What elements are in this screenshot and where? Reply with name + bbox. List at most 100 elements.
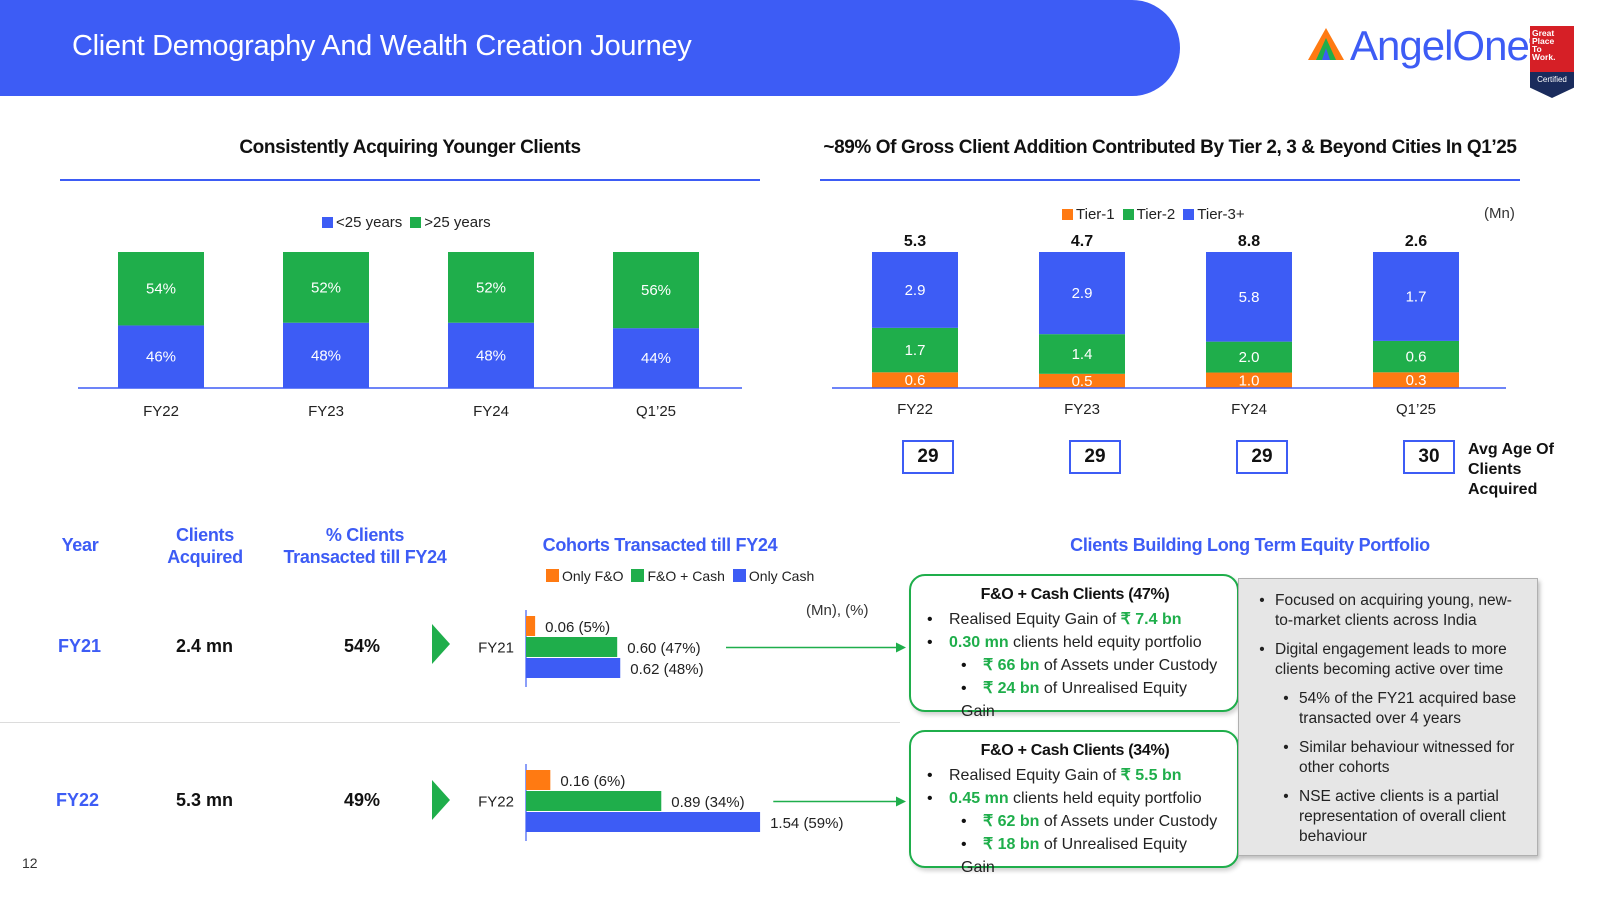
card-title: F&O + Cash Clients (47%)	[980, 586, 1170, 603]
avg-age-fy24: 29	[1236, 440, 1288, 474]
bar-label-fy22-tier-3: 2.9	[905, 282, 926, 299]
bar-label-fy22-25-years: 54%	[146, 281, 176, 298]
table-header-pct: % Clients Transacted till FY24	[283, 525, 447, 567]
bar-label-fy24-tier-1: 1.0	[1239, 372, 1260, 389]
bar-label-fy22-only-f-o: 0.16 (6%)	[560, 773, 625, 790]
bar-label-fy24-25-years: 48%	[476, 347, 506, 364]
bar-fy23-25-years	[283, 322, 369, 388]
bar-label-q1-25-tier-3: 1.7	[1406, 288, 1427, 305]
cohort-chart-legend: Only F&O F&O + Cash Only Cash	[546, 568, 814, 584]
bar-q1-25-tier-2	[1373, 340, 1459, 373]
page-number: 12	[22, 855, 38, 871]
row-fy22-arrow-icon	[432, 780, 450, 820]
cohort-chart-unit: (Mn), (%)	[806, 602, 869, 619]
bar-q1-25-25-years	[613, 328, 699, 388]
bar-label-fy22-tier-1: 0.6	[905, 372, 926, 389]
bar-label-fy21-f-o-cash: 0.60 (47%)	[627, 640, 700, 657]
right-title-rule	[820, 179, 1520, 181]
card-item-unrealised: ₹ 24 bn of Unrealised Equity Gain	[927, 677, 1223, 723]
note-subitem: • NSE active clients is a partial represe…	[1283, 788, 1506, 845]
avg-age-fy23: 29	[1069, 440, 1121, 474]
x-tick-q1-25: Q1’25	[636, 403, 676, 420]
bar-label-fy22-25-years: 46%	[146, 349, 176, 366]
bar-fy22-f-o-cash	[526, 791, 662, 811]
bar-label-q1-25-tier-1: 0.3	[1406, 372, 1427, 389]
row-divider	[0, 722, 900, 723]
angelone-logo-icon	[1308, 28, 1344, 60]
x-tick-q1-25: Q1’25	[1396, 401, 1436, 418]
bar-fy23-25-years	[283, 252, 369, 323]
y-tick-fy21: FY21	[478, 640, 514, 657]
card-title: F&O + Cash Clients (34%)	[980, 742, 1170, 759]
right-chart-title: ~89% Of Gross Client Addition Contribute…	[823, 137, 1517, 158]
bar-q1-25-tier-3	[1373, 252, 1459, 341]
row-fy22-year: FY22	[56, 790, 100, 810]
bar-fy22-only-cash	[526, 812, 761, 832]
bar-fy24-tier-3	[1206, 252, 1292, 342]
bar-fy22-25-years	[118, 252, 204, 326]
x-tick-fy22: FY22	[143, 403, 179, 420]
bar-fy24-25-years	[448, 322, 534, 388]
bar-label-fy24-tier-2: 2.0	[1239, 349, 1260, 366]
great-place-to-work-badge: Great Place To Work. Certified	[1530, 26, 1574, 98]
portfolio-card-fy21: F&O + Cash Clients (47%) Realised Equity…	[909, 574, 1239, 720]
row-fy21-arrow-icon	[432, 624, 450, 664]
cohort-horizontal-bar-chart: FY21 0.06 (5%) 0.60 (47%) 0.62 (48%) FY22 0.1…	[478, 610, 906, 841]
bar-fy22-tier-3	[872, 252, 958, 328]
legend-item-only-fo: Only F&O	[546, 568, 623, 584]
bar-q1-25-25-years	[613, 252, 699, 329]
card-item-held: 0.45 mn clients held equity portfolio	[927, 787, 1223, 810]
bar-fy21-f-o-cash	[526, 637, 618, 657]
portfolio-card-fy22: F&O + Cash Clients (34%) Realised Equity…	[909, 730, 1239, 876]
bar-label-fy22-f-o-cash: 0.89 (34%)	[671, 794, 744, 811]
x-tick-fy24: FY24	[473, 403, 509, 420]
bar-label-fy23-tier-1: 0.5	[1072, 373, 1093, 390]
bar-label-fy24-tier-3: 5.8	[1239, 289, 1260, 306]
bar-fy24-tier-2	[1206, 341, 1292, 373]
bar-label-fy23-tier-2: 1.4	[1072, 346, 1093, 363]
left-chart-title: Consistently Acquiring Younger Clients	[239, 137, 581, 158]
table-header-clients: Clients Acquired	[167, 525, 243, 567]
bar-label-fy23-25-years: 48%	[311, 347, 341, 364]
bar-label-fy24-25-years: 52%	[476, 279, 506, 296]
note-subitem: • 54% of the FY21 acquired base transacte…	[1283, 690, 1517, 727]
bar-label-fy23-tier-3: 2.9	[1072, 285, 1093, 302]
bar-fy23-tier-1	[1039, 373, 1125, 388]
bar-label-q1-25-tier-2: 0.6	[1406, 349, 1427, 366]
bar-total-q1-25: 2.6	[1405, 233, 1427, 250]
notes-panel: • Focused on acquiring young, new-to-mark…	[1238, 578, 1538, 856]
age-stacked-bar-chart: 46% 54% FY22 48% 52% FY23 48% 52% FY24 44% 56% Q1’2…	[78, 252, 742, 420]
avg-age-label: Avg Age Of Clients Acquired	[1468, 441, 1554, 498]
bar-label-fy21-only-f-o: 0.06 (5%)	[545, 619, 610, 636]
bar-fy22-tier-1	[872, 372, 958, 388]
right-chart-unit: (Mn)	[1484, 205, 1515, 222]
legend-item-tier-3: Tier-3+	[1183, 206, 1245, 223]
card-item-realised-gain: Realised Equity Gain of ₹ 7.4 bn	[927, 608, 1223, 631]
note-item: • Digital engagement leads to more client…	[1259, 641, 1507, 678]
note-subitem: • Similar behaviour witnessed for other c…	[1283, 739, 1515, 776]
bar-label-q1-25-25-years: 44%	[641, 350, 671, 367]
left-chart-legend: <25 years >25 years	[322, 214, 491, 231]
bar-fy24-tier-1	[1206, 372, 1292, 388]
bar-fy21-only-f-o	[526, 616, 536, 636]
bar-label-fy22-tier-2: 1.7	[905, 342, 926, 359]
bar-fy22-only-f-o	[526, 770, 551, 790]
portfolio-title: Clients Building Long Term Equity Portfo…	[1070, 535, 1430, 555]
row-fy22-pct: 49%	[344, 790, 381, 810]
legend-item-tier-2: Tier-2	[1122, 206, 1175, 223]
note-item: • Focused on acquiring young, new-to-mark…	[1259, 592, 1512, 629]
card-item-held: 0.30 mn clients held equity portfolio	[927, 631, 1223, 654]
avg-age-fy22: 29	[902, 440, 954, 474]
bar-total-fy22: 5.3	[904, 233, 926, 250]
left-title-rule	[60, 179, 760, 181]
legend-item-over-25: >25 years	[410, 214, 491, 231]
cohort-chart-title: Cohorts Transacted till FY24	[542, 535, 778, 555]
legend-item-tier-1: Tier-1	[1062, 206, 1115, 223]
bar-label-fy21-only-cash: 0.62 (48%)	[630, 661, 703, 678]
bar-fy24-25-years	[448, 252, 534, 323]
bar-label-fy23-25-years: 52%	[311, 279, 341, 296]
x-tick-fy24: FY24	[1231, 401, 1267, 418]
bar-total-fy24: 8.8	[1238, 233, 1260, 250]
row-fy21-pct: 54%	[344, 636, 381, 656]
avg-age-q125: 30	[1403, 440, 1455, 474]
